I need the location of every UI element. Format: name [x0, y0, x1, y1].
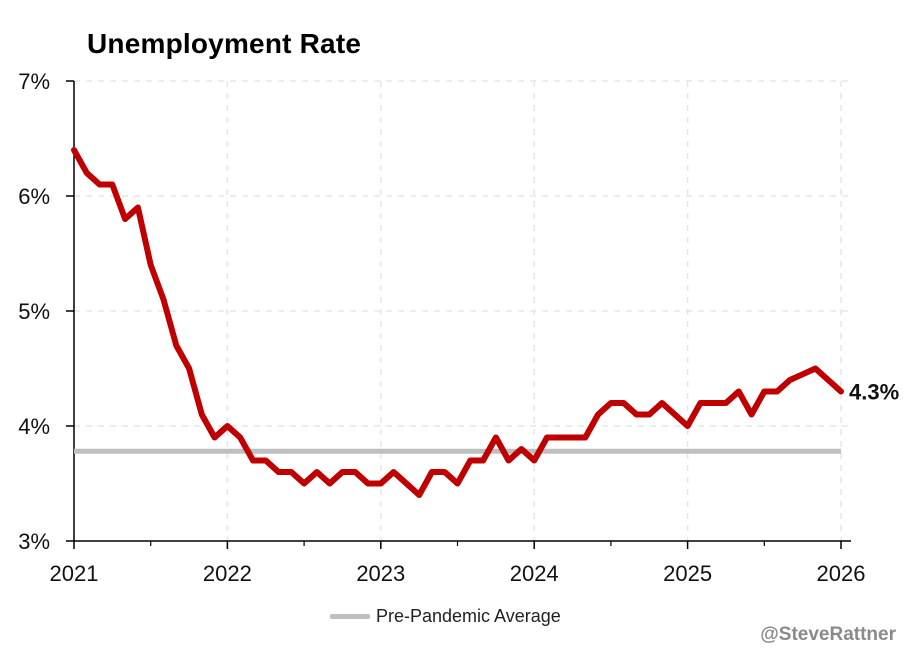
x-tick-label: 2023: [356, 561, 405, 586]
y-tick-label: 3%: [18, 529, 50, 554]
x-tick-label: 2026: [817, 561, 866, 586]
y-tick-label: 7%: [18, 69, 50, 94]
x-tick-label: 2022: [203, 561, 252, 586]
credit-handle: @SteveRattner: [760, 624, 896, 645]
series-line-unemployment-rate: [71, 147, 844, 498]
x-tick-label: 2025: [663, 561, 712, 586]
chart-title: Unemployment Rate: [87, 28, 362, 59]
legend-swatch-reference: [330, 614, 370, 619]
y-tick-label: 5%: [18, 299, 50, 324]
y-tick-label: 4%: [18, 414, 50, 439]
x-tick-label: 2024: [510, 561, 559, 586]
x-tick-label: 2021: [50, 561, 99, 586]
y-tick-label: 6%: [18, 184, 50, 209]
legend-label-reference: Pre-Pandemic Average: [376, 606, 561, 626]
legend: Pre-Pandemic Average: [330, 606, 561, 627]
end-value-label: 4.3%: [849, 380, 899, 405]
